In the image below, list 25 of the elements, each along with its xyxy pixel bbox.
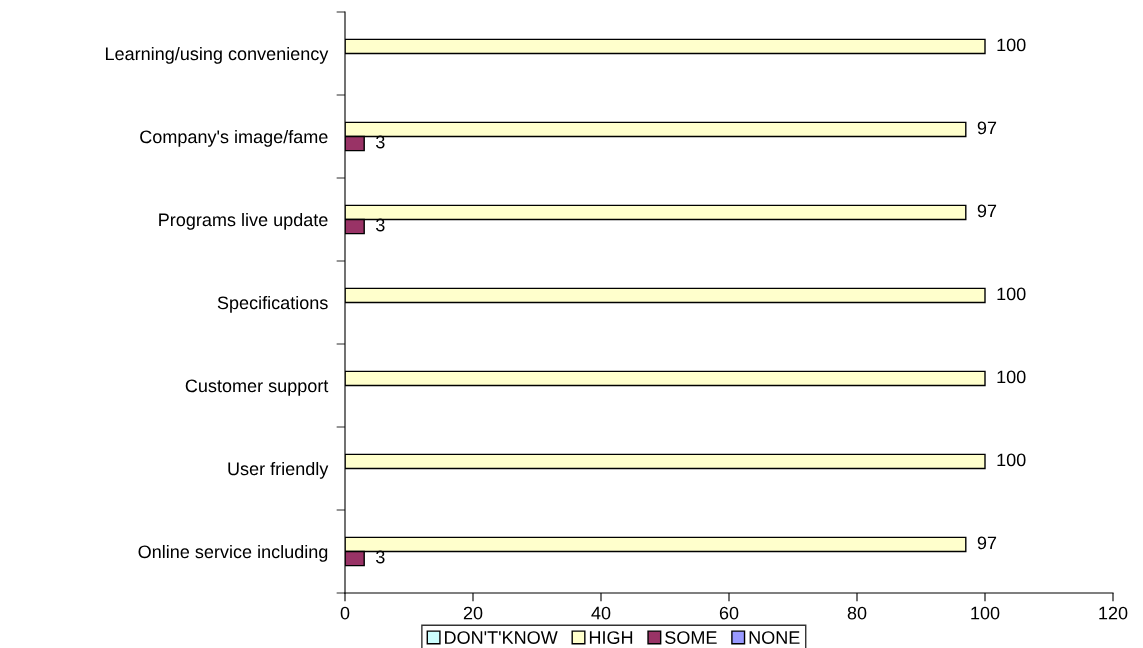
data-label: 100 [997,453,1026,467]
data-label: 97 [977,536,997,550]
x-tick-label: 40 [591,606,611,620]
x-tick-label: 60 [719,606,739,620]
y-tick-label: Learning/using conveniency [105,46,329,64]
y-tick-label: Customer support [185,379,329,396]
y-tick-label: Online service including [138,544,328,562]
data-label: 100 [997,287,1026,301]
x-tick-label: 20 [463,606,483,620]
y-tick-label: Specifications [217,295,328,313]
legend-label: SOME [665,631,717,644]
legend-label: DON'T'KNOW [445,631,558,644]
x-tick-label: 0 [340,606,350,620]
x-tick-label: 120 [1099,606,1128,620]
x-tick-label: 100 [971,606,1000,620]
data-label: 100 [997,370,1026,384]
legend-label: HIGH [589,631,633,644]
y-tick-label: Company's image/fame [140,129,328,147]
data-label: 97 [977,121,997,135]
data-label: 100 [997,38,1026,52]
x-tick-label: 80 [847,606,867,620]
y-tick-label: User friendly [228,461,329,479]
y-tick-label: Programs live update [159,212,328,230]
legend-label: NONE [749,631,800,644]
data-label: 97 [977,204,997,218]
